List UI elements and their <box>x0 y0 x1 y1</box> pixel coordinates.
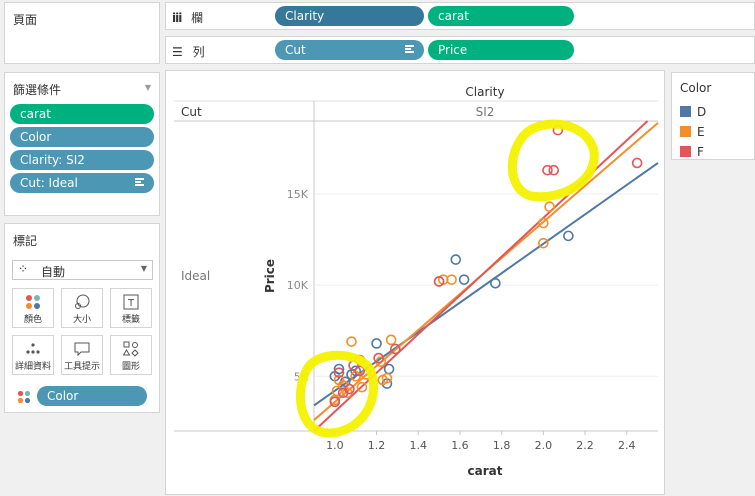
marks-size-button[interactable]: 大小 <box>61 288 103 328</box>
columns-shelf[interactable]: iii 欄 Clarity carat <box>165 2 755 30</box>
legend-item-f[interactable]: F <box>680 145 704 159</box>
column-header-field: Clarity <box>465 85 504 99</box>
svg-text:T: T <box>127 298 135 309</box>
detail-icon <box>26 343 40 354</box>
chevron-down-icon: ▼ <box>140 264 147 273</box>
y-tick-label: 10K <box>287 279 309 292</box>
data-point-e[interactable] <box>446 274 457 285</box>
legend-item-d[interactable]: D <box>680 105 706 119</box>
filter-pill-carat[interactable]: carat <box>10 104 154 124</box>
rows-shelf-label: ☰ 列 <box>172 45 205 59</box>
x-tick-label: 2.0 <box>535 439 553 452</box>
color-icon <box>26 295 40 309</box>
data-point-f[interactable] <box>390 343 401 355</box>
marks-detail-button[interactable]: 詳細資料 <box>12 335 54 375</box>
columns-icon: iii <box>172 11 182 25</box>
row-header-field: Cut <box>181 105 202 119</box>
legend-swatch-f <box>680 146 691 157</box>
data-point-e[interactable] <box>385 334 397 346</box>
x-tick-label: 1.4 <box>409 439 427 452</box>
data-point-d[interactable] <box>563 230 574 242</box>
shape-icon <box>123 341 139 357</box>
rows-shelf[interactable]: ☰ 列 Cut Price <box>165 36 755 64</box>
data-point-f[interactable] <box>548 164 560 176</box>
color-encoding-icon <box>17 390 31 404</box>
label-icon: T <box>123 294 139 310</box>
data-point-d[interactable] <box>450 254 462 265</box>
columns-shelf-label: iii 欄 <box>172 11 204 25</box>
filter-pill-clarity[interactable]: Clarity: SI2 <box>10 150 154 170</box>
view-area: Clarity Cut SI2 Ideal Price 5K 10K 15K 1.0… <box>165 70 665 495</box>
rows-icon: ☰ <box>172 45 183 59</box>
data-point-e[interactable] <box>538 237 549 249</box>
columns-pill-clarity[interactable]: Clarity <box>275 6 424 26</box>
tooltip-icon <box>74 342 90 357</box>
x-tick-label: 1.6 <box>451 439 469 452</box>
marks-color-pill[interactable]: Color <box>37 386 147 406</box>
marks-tooltip-button[interactable]: 工具提示 <box>61 335 103 375</box>
pages-title: 頁面 <box>13 13 38 27</box>
data-point-f[interactable] <box>552 124 564 136</box>
marks-shape-button[interactable]: 圖形 <box>110 335 152 375</box>
marks-title: 標記 <box>13 234 38 248</box>
data-point-d[interactable] <box>458 274 470 285</box>
filter-pill-color[interactable]: Color <box>10 127 154 147</box>
x-tick-label: 2.2 <box>576 439 594 452</box>
filters-menu-icon[interactable]: ▼ <box>144 83 151 92</box>
trend-line-f[interactable] <box>313 120 649 432</box>
data-point-e[interactable] <box>346 336 357 347</box>
filters-title: 篩選條件 <box>13 83 62 97</box>
marks-label-button[interactable]: T 標籤 <box>110 288 152 328</box>
data-point-e[interactable] <box>544 201 555 213</box>
x-tick-label: 2.4 <box>618 439 636 452</box>
row-header-value: Ideal <box>181 269 210 283</box>
data-point-f[interactable] <box>433 276 445 287</box>
size-icon <box>75 294 90 309</box>
y-tick-label: 5K <box>294 370 309 383</box>
legend-title: Color <box>680 81 712 95</box>
sort-icon <box>135 178 144 188</box>
legend-item-e[interactable]: E <box>680 125 705 139</box>
trend-line-d[interactable] <box>313 162 659 407</box>
mark-type-dropdown[interactable]: ⁘ 自動 ▼ <box>12 260 153 280</box>
data-point-e[interactable] <box>538 217 549 229</box>
pages-panel: 頁面 <box>4 2 160 64</box>
marks-panel: 標記 ⁘ 自動 ▼ 顏色 大小 T 標籤 詳細資料 工具提示 圖形 Color <box>4 223 160 413</box>
data-point-e[interactable] <box>381 372 393 384</box>
sort-icon <box>405 45 414 55</box>
y-tick-label: 15K <box>287 188 309 201</box>
column-header-value: SI2 <box>476 105 495 119</box>
data-point-f[interactable] <box>631 157 643 169</box>
shapes-icon: ⁘ <box>18 262 29 276</box>
filters-panel: 篩選條件 ▼ carat Color Clarity: SI2 Cut: Ide… <box>4 72 160 216</box>
x-axis-title: carat <box>468 464 503 478</box>
y-axis-title: Price <box>263 259 277 293</box>
scatter-chart[interactable]: Clarity Cut SI2 Ideal Price 5K 10K 15K 1.0… <box>166 71 666 496</box>
rows-pill-price[interactable]: Price <box>428 40 574 60</box>
legend-swatch-d <box>680 106 691 117</box>
x-tick-label: 1.8 <box>493 439 511 452</box>
filter-pill-cut[interactable]: Cut: Ideal <box>10 173 154 193</box>
data-point-d[interactable] <box>371 338 382 349</box>
data-point-d[interactable] <box>490 277 501 289</box>
columns-pill-carat[interactable]: carat <box>428 6 574 26</box>
x-tick-label: 1.2 <box>368 439 386 452</box>
color-legend: Color D E F <box>671 72 755 160</box>
rows-pill-cut[interactable]: Cut <box>275 40 424 60</box>
x-tick-label: 1.0 <box>326 439 344 452</box>
marks-color-button[interactable]: 顏色 <box>12 288 54 328</box>
data-point-d[interactable] <box>383 363 395 375</box>
legend-swatch-e <box>680 126 691 137</box>
